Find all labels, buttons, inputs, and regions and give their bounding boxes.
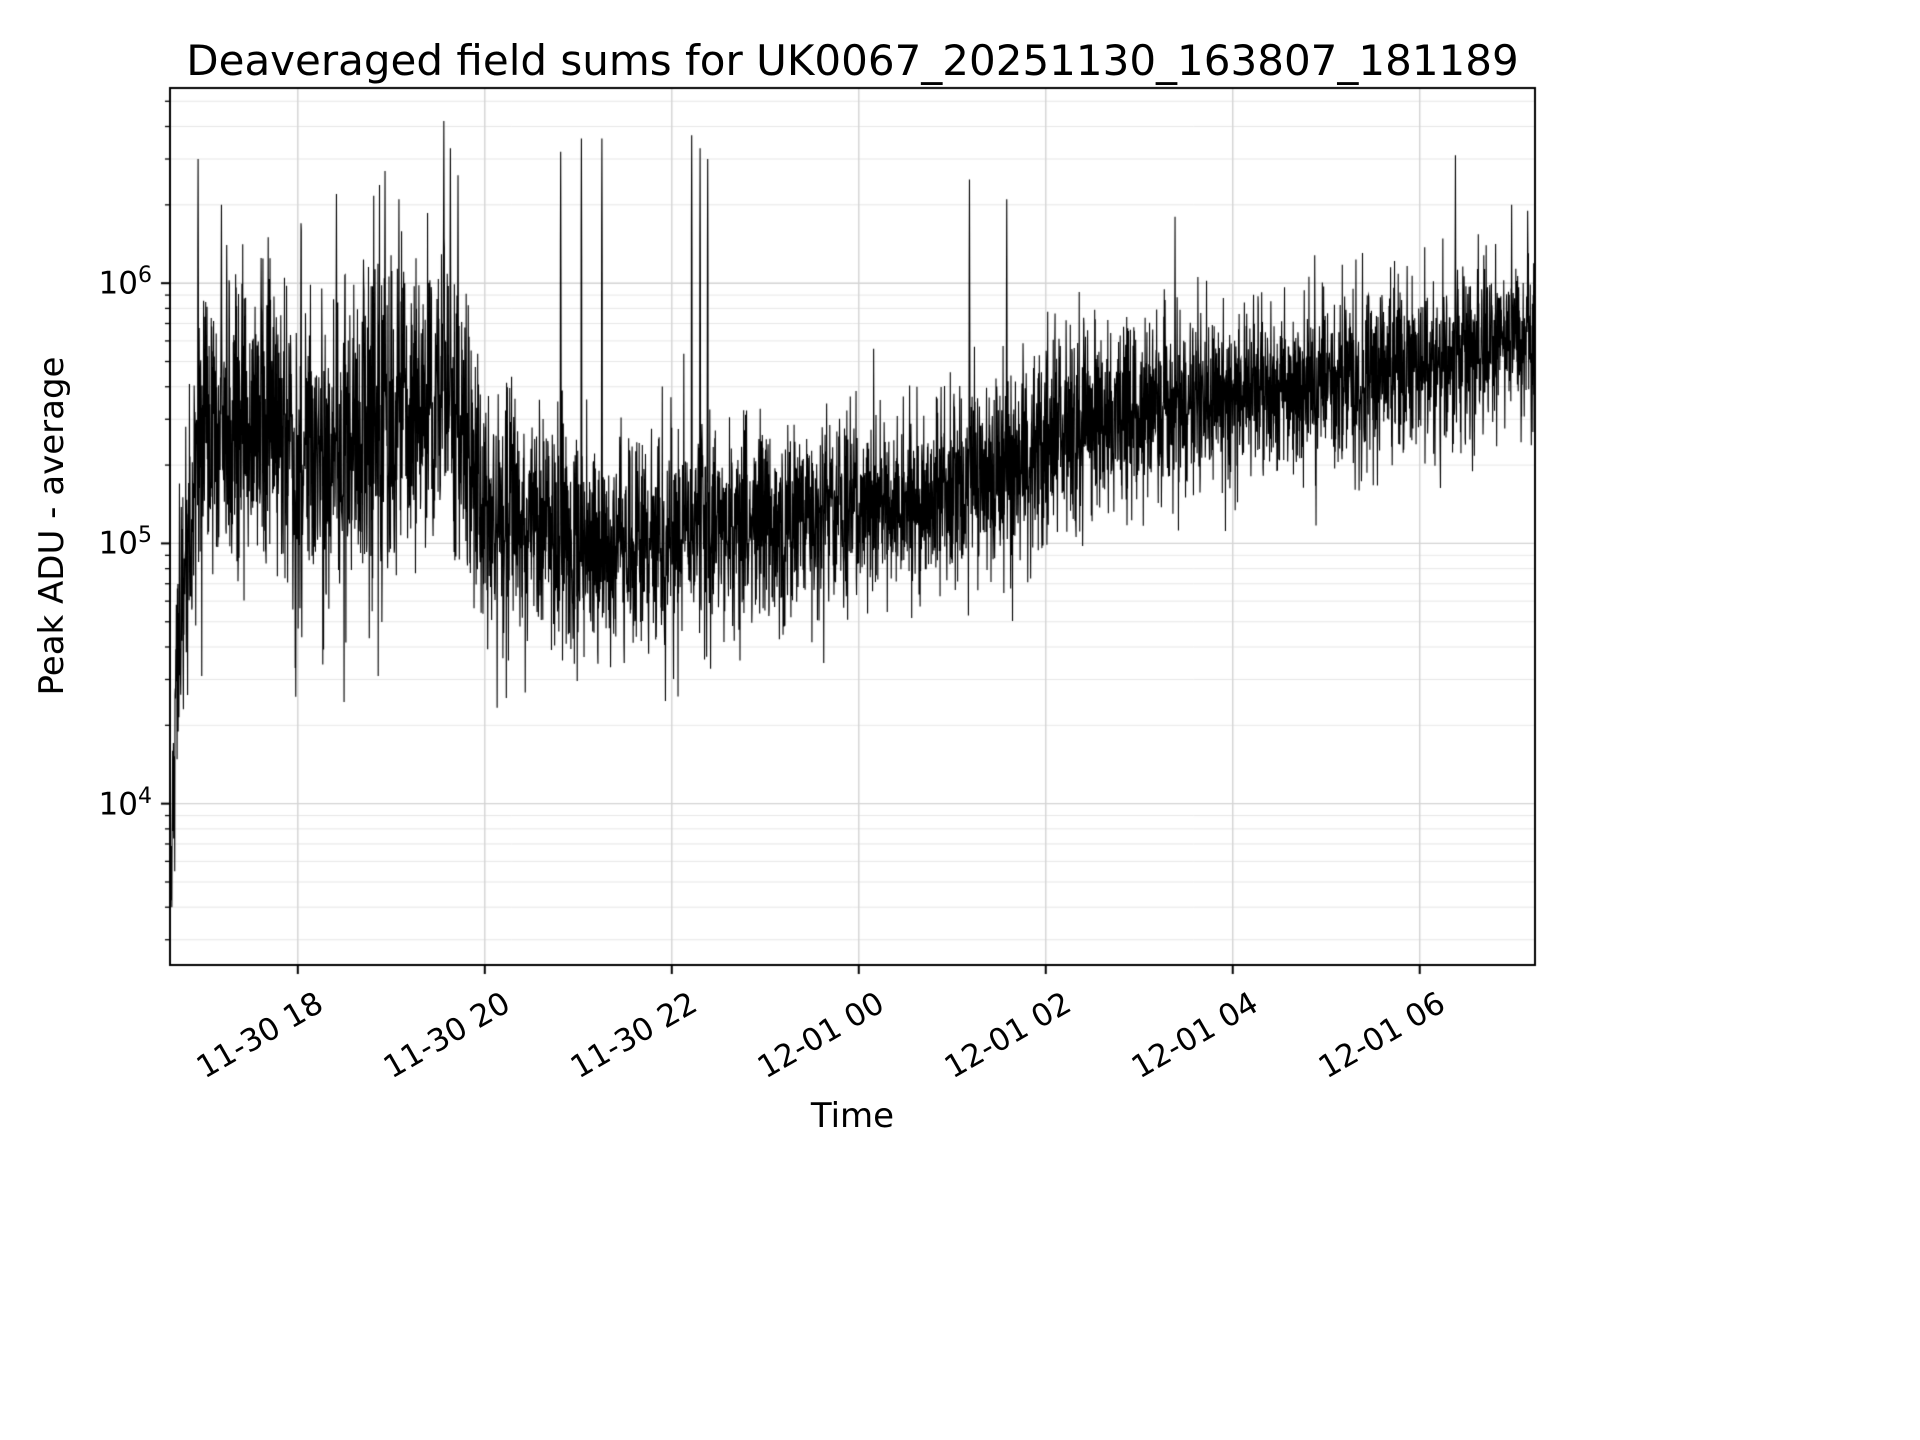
y-tick-label: 105 [98, 523, 152, 562]
y-tick-label: 106 [98, 263, 152, 302]
x-axis-label: Time [810, 1096, 895, 1136]
chart-title: Deaveraged field sums for UK0067_2025113… [186, 36, 1519, 85]
y-tick-label: 104 [98, 783, 152, 822]
